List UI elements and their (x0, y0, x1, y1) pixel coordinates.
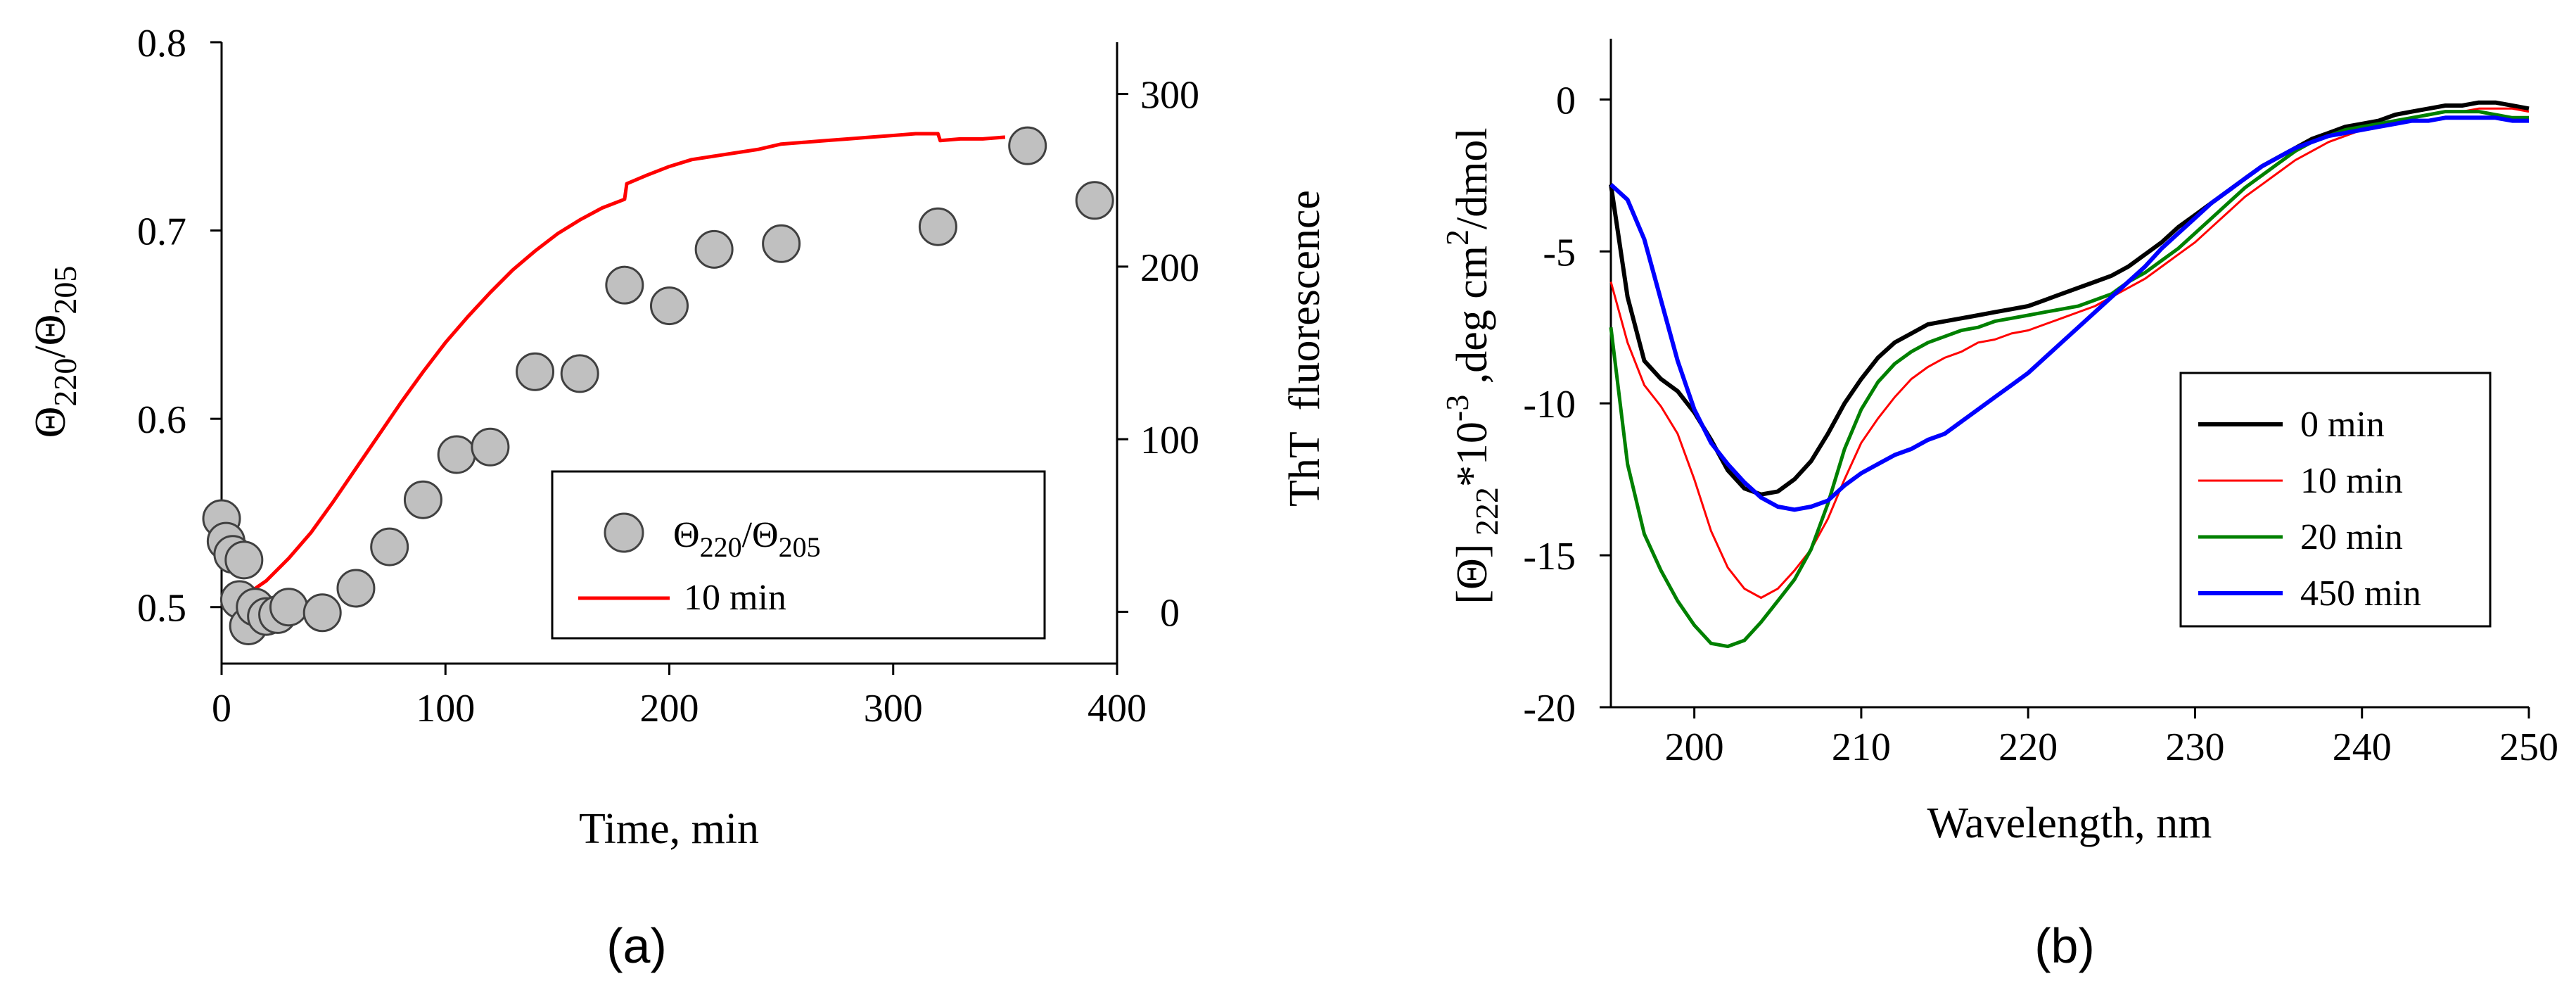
chart-a-data-point (762, 224, 801, 263)
chart-a-x-tick-label: 100 (416, 687, 475, 730)
chart-a-data-point (224, 540, 264, 580)
chart-b-caption: (b) (2034, 918, 2095, 973)
chart-a-xlabel: Time, min (579, 805, 759, 853)
chart-a-x-tick-label: 300 (864, 687, 923, 730)
chart-a-data-point (605, 265, 644, 305)
chart-b-x-tick-label: 250 (2499, 726, 2558, 769)
chart-b-legend-box (2179, 372, 2492, 628)
chart-b-series-line (1609, 115, 2529, 512)
chart-b: 200 210 220 230 240 250 0 -5 -10 -15 -20 0 min 10 m… (1439, 39, 2558, 973)
chart-a-data-point (918, 207, 957, 246)
chart-a-x-tick-label: 200 (640, 687, 699, 730)
chart-a-ylabel-left: Θ220/Θ205 (27, 266, 83, 438)
chart-b-x-tick-label: 240 (2333, 726, 2392, 769)
chart-b-ylabel: [Θ] 222*10-3 ,deg cm2/dmol (1439, 127, 1505, 604)
chart-a-data-point (694, 229, 734, 269)
chart-a-y2-tick-label: 0 (1160, 591, 1180, 635)
chart-a-x-tick-label: 400 (1088, 687, 1147, 730)
chart-b-y-tick-label: 0 (1556, 79, 1576, 122)
chart-a-y-tick-label: 0.5 (137, 587, 186, 631)
chart-a-legend-box (551, 470, 1046, 640)
chart-a-data-point (269, 588, 308, 627)
chart-a-y-tick-label: 0.7 (137, 210, 186, 254)
chart-a-y2-tick-label: 300 (1140, 74, 1199, 118)
chart-a-data-point (1075, 181, 1114, 220)
chart-b-y-tick-label: -20 (1523, 687, 1576, 730)
chart-b-y-tick-label: -10 (1523, 383, 1576, 426)
chart-a-data-point (370, 527, 409, 566)
chart-a-data-point (560, 354, 599, 393)
chart-a-tht-line (220, 132, 1006, 609)
chart-a-ylabel-right: ThT fluorescence (1281, 190, 1329, 507)
chart-b-legend-label: 0 min (2300, 405, 2385, 445)
chart-a-x-tick-label: 0 (212, 687, 231, 730)
chart-a-data-point (437, 435, 476, 474)
chart-a: 0 100 200 300 400 0.5 0.6 0.7 0.8 0 100 200 300 Θ220… (27, 22, 1329, 973)
chart-a-legend-scatter-marker (604, 512, 644, 553)
chart-b-x-tick-label: 230 (2165, 726, 2224, 769)
chart-a-y2-tick-label: 100 (1140, 419, 1199, 462)
chart-b-y-tick-label: -5 (1543, 231, 1576, 274)
chart-a-y2-tick-label: 200 (1140, 246, 1199, 290)
chart-b-series-line (1609, 110, 2529, 649)
chart-a-data-point (471, 427, 510, 467)
chart-b-legend-label: 10 min (2300, 461, 2403, 501)
chart-b-x-tick-label: 210 (1832, 726, 1891, 769)
chart-a-data-point (403, 480, 442, 519)
chart-b-xlabel: Wavelength, nm (1927, 799, 2212, 847)
chart-b-x-tick-label: 200 (1665, 726, 1724, 769)
chart-b-legend-label: 20 min (2300, 517, 2403, 557)
chart-a-y-tick-label: 0.8 (137, 22, 186, 65)
chart-a-data-point (516, 352, 555, 391)
chart-b-series-line (1609, 100, 2530, 497)
chart-a-legend-line-label: 10 min (684, 578, 786, 618)
chart-a-y-tick-label: 0.6 (137, 398, 186, 442)
chart-a-legend-scatter-label: Θ220/Θ205 (673, 515, 821, 563)
chart-b-legend-label: 450 min (2300, 574, 2421, 614)
chart-a-data-point (1008, 126, 1047, 165)
chart-a-data-point (336, 569, 376, 608)
chart-b-y-tick-label: -15 (1523, 535, 1576, 578)
chart-a-caption: (a) (606, 918, 667, 973)
chart-a-data-point (650, 286, 689, 326)
chart-b-x-tick-label: 220 (1998, 726, 2058, 769)
chart-a-data-point (302, 593, 342, 633)
